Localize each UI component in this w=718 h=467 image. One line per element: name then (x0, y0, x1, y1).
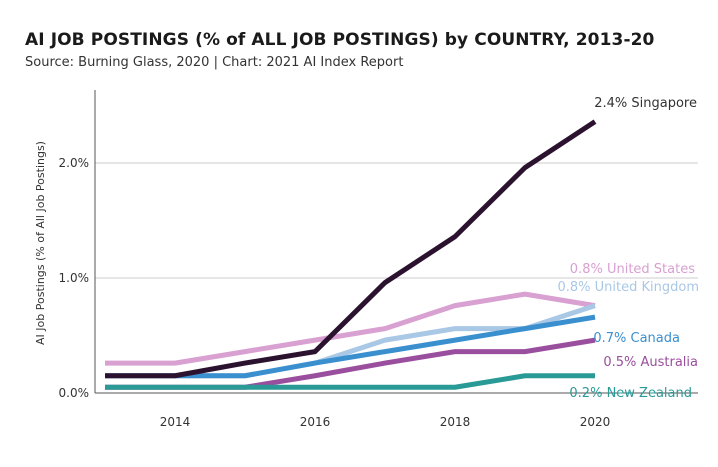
series-label-australia: 0.5% Australia (603, 355, 698, 370)
series-line-singapore (105, 119, 597, 379)
y-tick-label: 0.0% (59, 386, 90, 400)
x-tick-label: 2016 (300, 415, 331, 429)
chart-subtitle: Source: Burning Glass, 2020 | Chart: 202… (25, 55, 404, 70)
series-lines (105, 119, 597, 390)
series-label-singapore: 2.4% Singapore (594, 96, 697, 111)
series-line-united-states (105, 291, 596, 366)
x-tick-label: 2014 (160, 415, 191, 429)
axes: 0.0% 1.0% 2.0% 2014 2016 2018 2020 (59, 90, 698, 429)
y-axis-label: AI Job Postings (% of All Job Postings) (34, 141, 47, 345)
series-label-united-states: 0.8% United States (570, 262, 695, 277)
series-line-new-zealand (105, 373, 595, 390)
y-tick-label: 2.0% (59, 156, 90, 170)
x-tick-label: 2018 (440, 415, 471, 429)
x-tick-label: 2020 (580, 415, 611, 429)
gridlines (95, 162, 698, 279)
chart-title: AI JOB POSTINGS (% of ALL JOB POSTINGS) … (25, 30, 655, 50)
series-label-canada: 0.7% Canada (593, 331, 680, 346)
series-label-new-zealand: 0.2% New Zealand (569, 386, 692, 401)
series-label-united-kingdom: 0.8% United Kingdom (557, 280, 699, 295)
series-labels: 0.8% United States 0.8% United Kingdom 0.7… (557, 96, 699, 401)
y-tick-label: 1.0% (59, 271, 90, 285)
